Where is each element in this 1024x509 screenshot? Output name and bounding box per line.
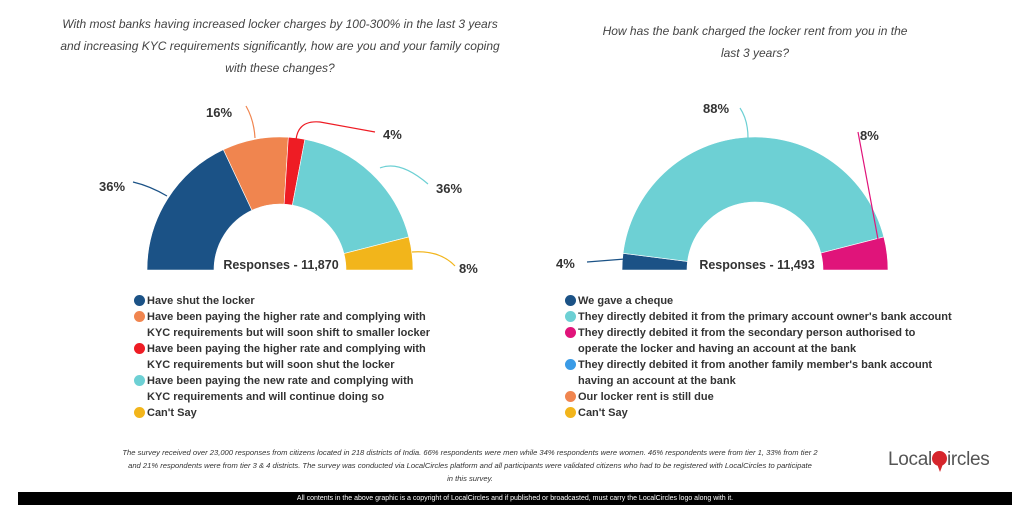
- legend-label: Our locker rent is still due: [578, 391, 714, 403]
- donut-segment: [820, 236, 889, 271]
- data-label: 88%: [703, 101, 729, 116]
- legend-item: Have shut the locker: [134, 293, 464, 309]
- legend-label: Have been paying the higher rate and com…: [147, 311, 426, 323]
- logo-text: ircles: [946, 449, 990, 470]
- leader-lines: [132, 105, 881, 267]
- legend-item: They directly debited it from the second…: [565, 325, 985, 357]
- map-pin-icon: [931, 451, 947, 472]
- legend-item: Our locker rent is still due: [565, 389, 985, 405]
- data-label: 16%: [206, 105, 232, 120]
- title-line: With most banks having increased locker …: [62, 17, 498, 31]
- donut-segment: [622, 136, 885, 262]
- legend-item: Have been paying the higher rate and com…: [134, 309, 464, 341]
- legend-dot-icon: [565, 391, 576, 402]
- legend-item: We gave a cheque: [565, 293, 985, 309]
- legend-label: Have shut the locker: [147, 295, 255, 307]
- legend-label: KYC requirements but will soon shut the …: [147, 359, 395, 371]
- legend-label: having an account at the bank: [578, 375, 736, 387]
- responses-label: Responses - 11,493: [699, 258, 814, 272]
- right-half-donut: [621, 136, 889, 271]
- copyright-footer: All contents in the above graphic is a c…: [18, 492, 1012, 505]
- leader-line: [586, 258, 626, 263]
- legend-label: We gave a cheque: [578, 295, 674, 307]
- legend-item: Can't Say: [565, 405, 985, 421]
- note-line: The survey received over 23,000 response…: [122, 448, 818, 457]
- legend-label: They directly debited it from another fa…: [578, 359, 933, 371]
- donut-segment: [292, 139, 410, 254]
- legend-item: Have been paying the higher rate and com…: [134, 341, 464, 373]
- legend-label: They directly debited it from the primar…: [578, 311, 952, 323]
- legend-label: KYC requirements but will soon shift to …: [147, 327, 431, 339]
- note-line: and 21% respondents were from tier 3 & 4…: [128, 461, 812, 470]
- legend-item: They directly debited it from the primar…: [565, 309, 985, 325]
- legend-dot-icon: [565, 311, 576, 322]
- data-label: 36%: [99, 179, 125, 194]
- legend-label: Can't Say: [147, 407, 197, 419]
- left-chart-title: With most banks having increased locker …: [40, 13, 520, 79]
- leader-line: [739, 107, 749, 139]
- title-line: last 3 years?: [720, 46, 790, 60]
- legend-label: operate the locker and having an account…: [578, 343, 857, 355]
- donut-segment: [343, 236, 414, 271]
- localcircles-logo: Local ircles: [888, 449, 990, 472]
- logo-text: Local: [888, 449, 932, 470]
- legend-dot-icon: [565, 327, 576, 338]
- right-chart-title: How has the bank charged the locker rent…: [575, 20, 935, 64]
- left-half-donut: [146, 136, 414, 271]
- legend-dot-icon: [134, 295, 145, 306]
- legend-label: Have been paying the new rate and comply…: [147, 375, 414, 387]
- legend-item: Have been paying the new rate and comply…: [134, 373, 464, 405]
- survey-note: The survey received over 23,000 response…: [60, 446, 880, 485]
- title-line: with these changes?: [225, 61, 335, 75]
- legend-item: They directly debited it from another fa…: [565, 357, 985, 389]
- legend-dot-icon: [134, 311, 145, 322]
- legend-label: Can't Say: [578, 407, 628, 419]
- left-legend: Have shut the locker Have been paying the…: [134, 293, 464, 421]
- legend-dot-icon: [565, 295, 576, 306]
- leader-line: [857, 131, 881, 255]
- legend-item: Can't Say: [134, 405, 464, 421]
- responses-label: Responses - 11,870: [223, 258, 338, 272]
- data-label: 8%: [459, 261, 478, 276]
- leader-line: [245, 105, 256, 139]
- legend-dot-icon: [565, 359, 576, 370]
- legend-dot-icon: [134, 375, 145, 386]
- leader-line: [411, 251, 456, 267]
- legend-label: KYC requirements and will continue doing…: [147, 391, 385, 403]
- data-label: 36%: [436, 181, 462, 196]
- legend-dot-icon: [134, 407, 145, 418]
- data-label: 8%: [860, 128, 879, 143]
- title-line: How has the bank charged the locker rent…: [602, 24, 908, 38]
- right-legend: We gave a cheque They directly debited it…: [565, 293, 985, 421]
- leader-line: [379, 165, 429, 185]
- data-label: 4%: [556, 256, 575, 271]
- data-label: 4%: [383, 127, 402, 142]
- legend-label: They directly debited it from the second…: [578, 327, 916, 339]
- title-line: and increasing KYC requirements signific…: [60, 39, 500, 53]
- leader-line: [132, 181, 168, 197]
- note-line: in this survey.: [447, 474, 493, 483]
- legend-label: Have been paying the higher rate and com…: [147, 343, 426, 355]
- legend-dot-icon: [134, 343, 145, 354]
- legend-dot-icon: [565, 407, 576, 418]
- leader-line: [295, 121, 376, 141]
